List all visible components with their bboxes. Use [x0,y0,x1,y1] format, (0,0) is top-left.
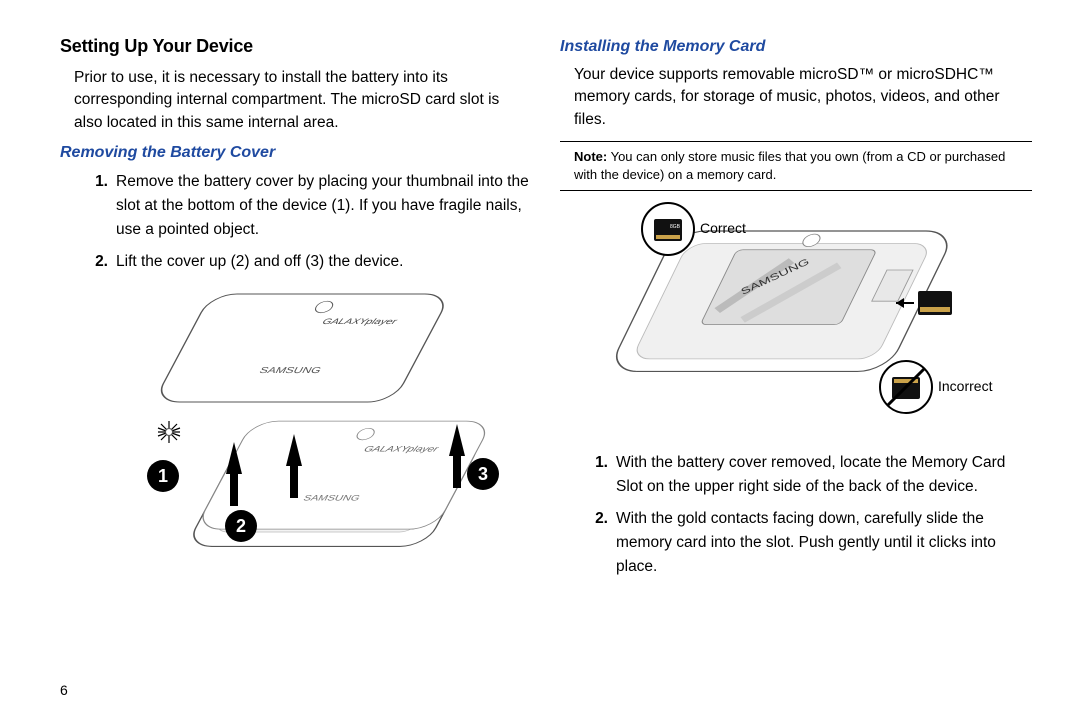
left-column: Setting Up Your Device Prior to use, it … [60,36,532,700]
list-item: 1. With the battery cover removed, locat… [560,451,1032,499]
page-number: 6 [60,682,68,698]
callout-1: 1 [147,460,179,492]
steps-installing-card: 1. With the battery cover removed, locat… [560,451,1032,579]
note-block: Note: You can only store music files tha… [560,141,1032,190]
list-item: 2. With the gold contacts facing down, c… [560,507,1032,579]
step-text: Remove the battery cover by placing your… [116,170,532,242]
callout-2: 2 [225,510,257,542]
step-number: 1. [60,170,116,194]
label-incorrect: Incorrect [938,378,993,394]
note-text: You can only store music files that you … [574,149,1005,182]
svg-text:GALAXYplayer: GALAXYplayer [320,318,399,327]
steps-removing-cover: 1. Remove the battery cover by placing y… [60,170,532,274]
svg-text:SAMSUNG: SAMSUNG [301,494,361,503]
battery-cover-diagram: GALAXYplayer SAMSUNG [81,284,511,584]
svg-text:SAMSUNG: SAMSUNG [257,367,323,376]
list-item: 2. Lift the cover up (2) and off (3) the… [60,250,532,274]
figure-battery-cover: GALAXYplayer SAMSUNG [60,284,532,584]
list-item: 1. Remove the battery cover by placing y… [60,170,532,242]
step-text: With the battery cover removed, locate t… [616,451,1032,499]
memory-card-diagram: SAMSUNG 8GB [576,201,1016,451]
callout-3: 3 [467,458,499,490]
sub-heading-installing-card: Installing the Memory Card [560,38,1032,56]
intro-paragraph: Prior to use, it is necessary to install… [74,67,532,134]
step-text: Lift the cover up (2) and off (3) the de… [116,250,532,274]
svg-text:1: 1 [158,466,168,486]
step-number: 2. [560,507,616,531]
svg-text:GALAXYplayer: GALAXYplayer [362,446,441,455]
step-text: With the gold contacts facing down, care… [616,507,1032,579]
svg-text:8GB: 8GB [670,224,681,230]
intro-paragraph: Your device supports removable microSD™ … [574,64,1032,131]
svg-text:3: 3 [478,464,488,484]
step-number: 2. [60,250,116,274]
svg-text:2: 2 [236,516,246,536]
step-number: 1. [560,451,616,475]
incorrect-indicator: Incorrect [880,361,993,413]
sub-heading-removing-cover: Removing the Battery Cover [60,144,532,162]
section-heading: Setting Up Your Device [60,36,532,57]
figure-memory-card: SAMSUNG 8GB [560,201,1032,451]
label-correct: Correct [700,220,746,236]
note-label: Note: [574,149,607,164]
right-column: Installing the Memory Card Your device s… [560,36,1032,700]
